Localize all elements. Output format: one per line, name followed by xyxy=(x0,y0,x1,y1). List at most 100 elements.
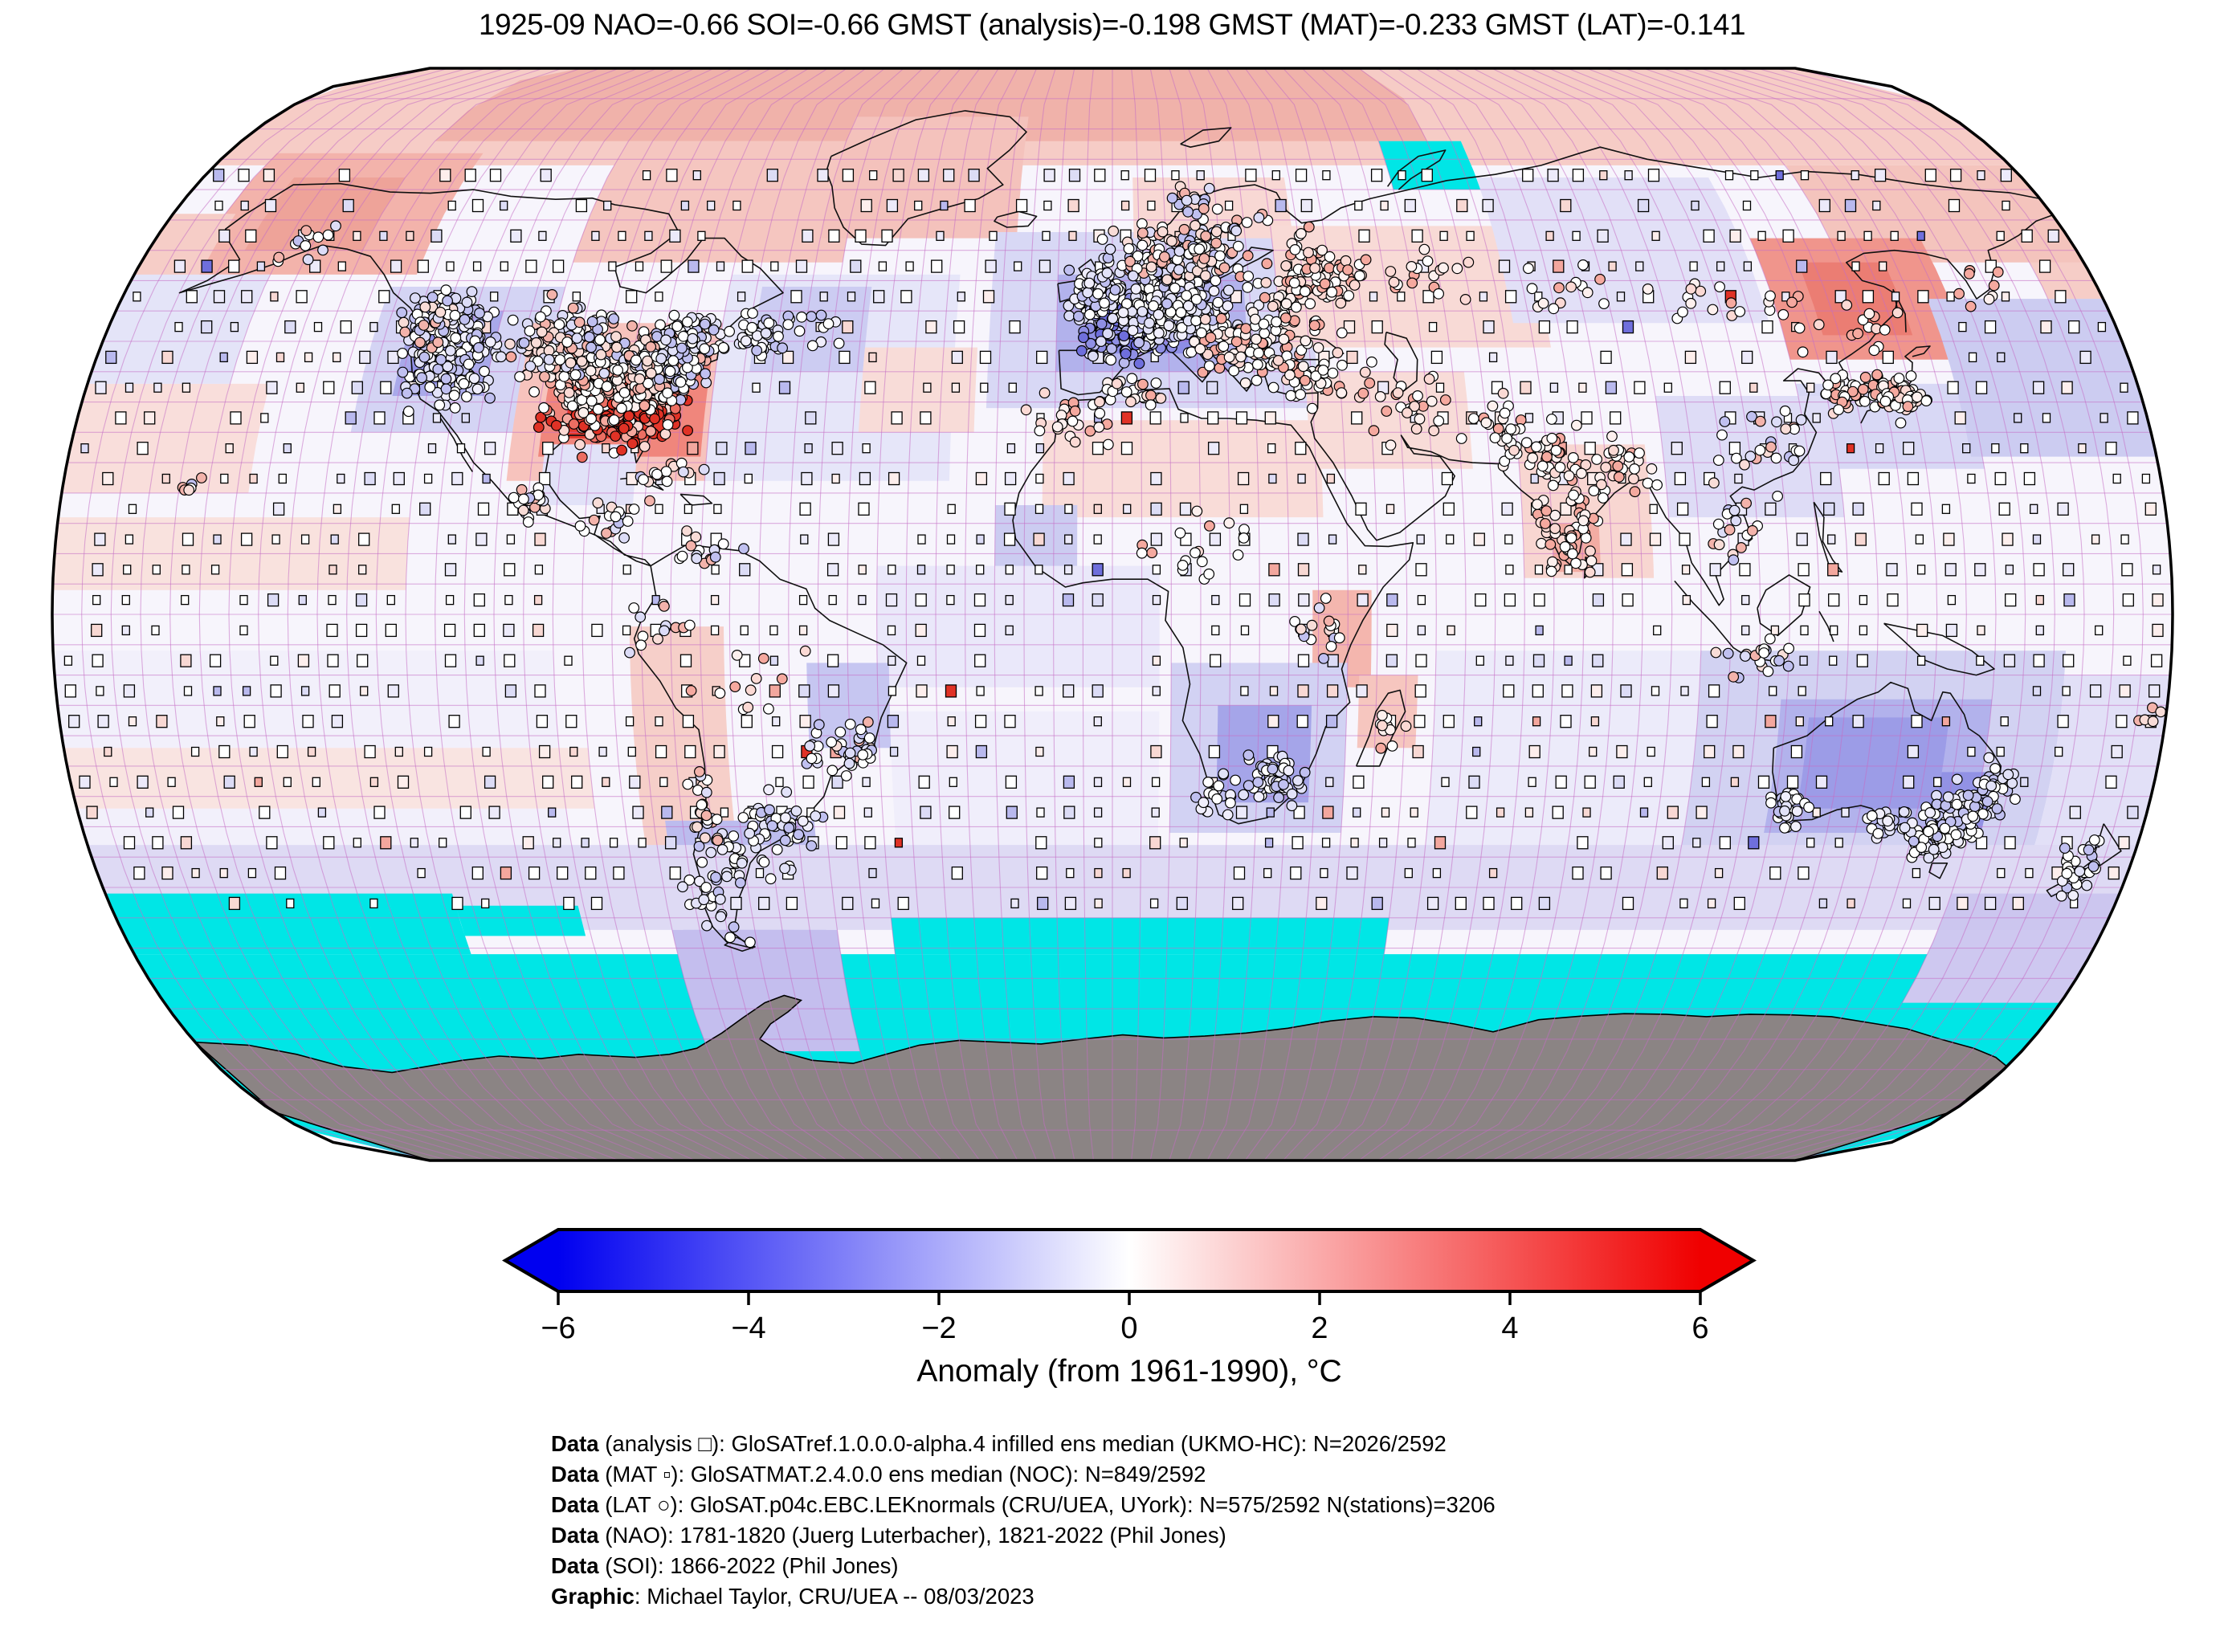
meridian-line xyxy=(876,68,961,1160)
station-circle-marker xyxy=(700,832,711,844)
station-circle-marker xyxy=(1418,243,1430,255)
mat-cell-marker xyxy=(1417,625,1426,636)
station-circle-marker xyxy=(517,504,529,516)
station-circle-marker xyxy=(474,308,485,319)
mat-cell-marker xyxy=(1404,867,1413,879)
station-circle-marker xyxy=(1779,405,1791,417)
analysis-cell-marker xyxy=(1207,411,1219,425)
mat-cell-marker xyxy=(752,382,761,393)
analysis-cell-marker xyxy=(805,411,817,425)
analysis-cell-marker xyxy=(1911,715,1923,728)
analysis-cell-marker xyxy=(443,623,456,638)
mat-cell-marker xyxy=(1524,807,1534,818)
analysis-cell-marker xyxy=(2012,896,2024,911)
mat-cell-marker xyxy=(1152,594,1161,606)
mat-cell-marker xyxy=(220,473,229,484)
station-circle-marker xyxy=(1708,477,1720,489)
mat-cell-marker xyxy=(1505,655,1514,666)
analysis-cell-marker xyxy=(801,471,813,486)
station-circle-marker xyxy=(1833,404,1845,416)
mat-cell-marker xyxy=(1152,686,1161,696)
analysis-cell-marker xyxy=(309,259,321,273)
analysis-cell-marker xyxy=(1296,715,1308,728)
analysis-cell-marker xyxy=(259,806,271,819)
analysis-cell-marker xyxy=(1150,502,1162,516)
attribution-line-2: Data (LAT ○): GloSAT.p04c.EBC.LEKnormals… xyxy=(551,1490,1496,1520)
analysis-cell-marker xyxy=(1552,806,1564,819)
station-circle-marker xyxy=(471,383,484,395)
region-cyan-step-epac xyxy=(455,905,586,936)
analysis-cell-marker xyxy=(1092,684,1104,698)
station-circle-marker xyxy=(618,532,630,544)
analysis-cell-marker xyxy=(137,442,149,455)
mat-cell-marker xyxy=(104,746,112,757)
mat-cell-marker xyxy=(423,473,433,484)
station-circle-marker xyxy=(1102,438,1114,451)
station-circle-marker xyxy=(1210,275,1222,287)
mat-cell-marker xyxy=(581,838,590,848)
analysis-cell-marker xyxy=(1649,532,1662,546)
mat-cell-marker xyxy=(1564,565,1573,575)
mat-cell-marker xyxy=(182,565,190,575)
meridian-line xyxy=(1320,68,1437,1160)
analysis-cell-marker xyxy=(771,744,784,759)
station-circle-marker xyxy=(1195,327,1207,339)
attribution-prefix: Data xyxy=(551,1431,599,1456)
mat-cell-marker xyxy=(1120,200,1130,211)
analysis-cell-marker xyxy=(1346,866,1358,880)
mat-cell-marker xyxy=(1398,170,1406,181)
mat-cell-marker xyxy=(916,565,926,575)
station-circle-marker xyxy=(1169,282,1181,294)
mat-cell-marker xyxy=(1933,777,1942,787)
station-circle-marker xyxy=(1905,370,1917,382)
analysis-cell-marker xyxy=(92,563,104,577)
station-circle-marker xyxy=(1772,491,1784,502)
station-circle-marker xyxy=(639,400,651,412)
station-circle-marker xyxy=(330,220,341,232)
analysis-cell-marker xyxy=(918,775,930,789)
mat-cell-marker xyxy=(1624,170,1633,181)
station-circle-marker xyxy=(1526,283,1538,295)
meridian-line xyxy=(1642,68,1938,1160)
mat-cell-marker xyxy=(2035,625,2044,636)
analysis-cell-marker xyxy=(2068,320,2080,334)
analysis-cell-marker xyxy=(1035,836,1047,850)
mat-cell-marker xyxy=(1682,594,1691,606)
station-circle-marker xyxy=(2081,879,2093,891)
analysis-cell-marker xyxy=(973,623,986,638)
analysis-cell-marker xyxy=(1679,532,1691,546)
station-circle-marker xyxy=(1786,296,1798,308)
station-circle-marker xyxy=(765,873,777,885)
station-circle-marker xyxy=(1508,444,1520,456)
analysis-cell-marker xyxy=(2055,290,2067,304)
station-circle-marker xyxy=(516,483,528,496)
station-circle-marker xyxy=(806,340,818,352)
station-circle-marker xyxy=(1285,390,1297,402)
station-circle-marker xyxy=(466,286,478,298)
station-circle-marker xyxy=(1289,244,1301,255)
station-circle-marker xyxy=(618,422,630,434)
mat-cell-marker xyxy=(506,534,516,545)
analysis-cell-marker xyxy=(1297,563,1310,577)
mat-cell-marker xyxy=(1093,777,1103,787)
mat-cell-marker xyxy=(1947,594,1957,606)
station-circle-marker xyxy=(1920,395,1932,407)
mat-cell-marker xyxy=(1812,807,1821,818)
mat-cell-marker xyxy=(946,534,956,545)
mat-cell-marker xyxy=(1872,200,1881,211)
analysis-cell-marker xyxy=(1232,896,1244,911)
station-circle-marker xyxy=(1286,800,1298,812)
station-circle-marker xyxy=(1728,504,1740,516)
mat-cell-marker xyxy=(1651,686,1660,696)
mat-cell-marker xyxy=(1743,261,1753,271)
station-circle-marker xyxy=(1612,460,1624,472)
meridian-line xyxy=(110,68,468,1160)
mat-cell-marker xyxy=(240,200,249,211)
mat-cell-marker xyxy=(1322,170,1331,181)
station-circle-marker xyxy=(1232,549,1244,561)
station-circle-marker xyxy=(524,361,537,372)
mat-cell-marker xyxy=(1818,898,1828,909)
mat-cell-marker xyxy=(591,230,600,241)
station-circle-marker xyxy=(1795,414,1807,426)
